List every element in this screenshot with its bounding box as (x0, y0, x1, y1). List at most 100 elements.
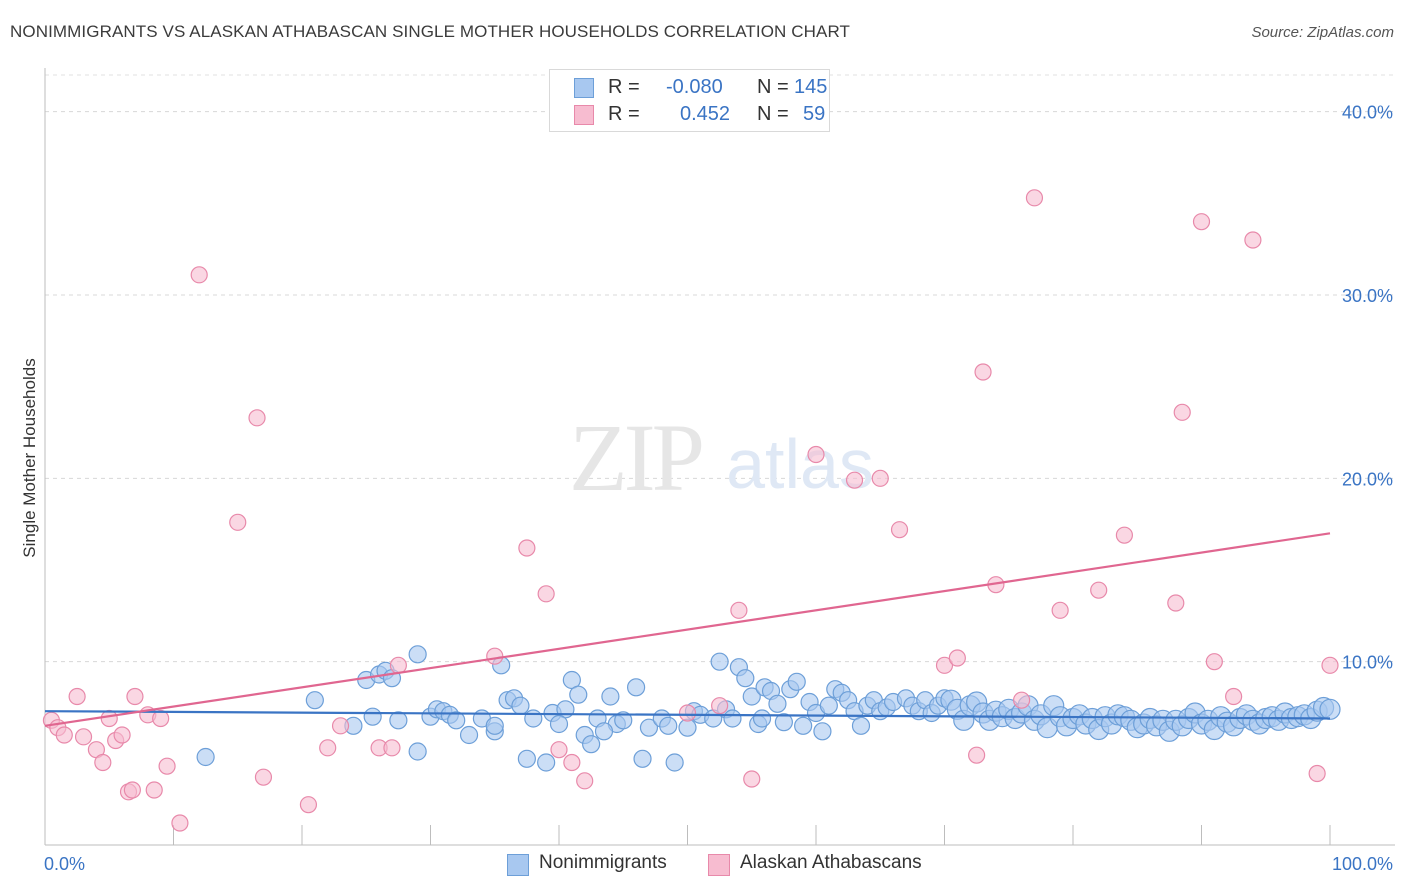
alaskan-athabascans-point (968, 746, 986, 764)
alaskan-athabascans-point (563, 753, 581, 772)
bottom-legend-label: Alaskan Athabascans (740, 852, 922, 873)
nonimmigrants-point (524, 709, 543, 728)
legend-n-label: N = (757, 103, 789, 125)
alaskan-athabascans-point (1115, 526, 1134, 544)
nonimmigrants-point (794, 716, 813, 735)
nonimmigrants-point (459, 725, 479, 745)
nonimmigrants-point (665, 753, 684, 772)
watermark: ZIP atlas (569, 404, 874, 511)
alaskan-athabascans-point (537, 585, 555, 603)
nonimmigrants-point (196, 747, 215, 767)
alaskan-athabascans-point (229, 513, 247, 531)
alaskan-athabascans-point (126, 687, 144, 706)
nonimmigrants-point (582, 735, 601, 754)
nonimmigrants-point (787, 672, 806, 691)
nonimmigrants-point (537, 753, 556, 772)
alaskan-athabascans-trend-line (44, 532, 1331, 727)
alaskan-athabascans-point (190, 266, 208, 284)
nonimmigrants-point (408, 645, 427, 664)
nonimmigrants-point (678, 718, 697, 737)
nonimmigrants-point (389, 711, 408, 730)
alaskan-athabascans-point (935, 656, 954, 674)
nonimmigrants-point (447, 711, 466, 730)
legend-r-value: 0.452 (680, 103, 731, 125)
legend-r-label: R = (608, 76, 640, 98)
nonimmigrants-point (614, 711, 633, 730)
alaskan-athabascans-point (171, 814, 189, 832)
nonimmigrants-point (517, 749, 536, 768)
alaskan-athabascans-point (1173, 403, 1191, 421)
nonimmigrants-point (723, 709, 742, 728)
alaskan-athabascans-point (74, 728, 93, 746)
x-tick-label-max: 100.0% (1332, 854, 1393, 874)
nonimmigrants-point (569, 685, 588, 704)
nonimmigrants-point (851, 716, 871, 735)
alaskan-athabascans-point (730, 601, 748, 619)
alaskan-athabascans-point (1308, 764, 1326, 783)
legend-swatch-nonimmigrants (574, 78, 594, 98)
alaskan-athabascans-point (248, 409, 266, 427)
alaskan-athabascans-point (1012, 691, 1031, 709)
nonimmigrants-point (511, 696, 530, 715)
alaskan-athabascans-point (331, 717, 350, 735)
legend-r-label: R = (608, 103, 640, 125)
alaskan-athabascans-point (94, 753, 112, 772)
legend-swatch-alaskan-athabascans (574, 105, 594, 125)
grid-lines (45, 74, 1395, 663)
alaskan-athabascans-point (383, 739, 401, 757)
alaskan-athabascans-point (1321, 656, 1339, 674)
nonimmigrants-point (485, 716, 504, 735)
alaskan-athabascans-point (1025, 189, 1044, 207)
nonimmigrants-point (626, 678, 646, 697)
nonimmigrants-point (774, 713, 793, 732)
nonimmigrants-point (819, 696, 838, 715)
alaskan-athabascans-point (743, 770, 761, 788)
axes (44, 68, 1395, 846)
nonimmigrants-point (363, 707, 382, 726)
nonimmigrants-point (752, 709, 772, 728)
watermark-zip: ZIP (569, 404, 702, 511)
alaskan-athabascans-point (1205, 653, 1223, 671)
nonimmigrants-point (710, 652, 729, 671)
bottom-legend-swatch-nonimmigrants (507, 854, 529, 876)
y-tick-label: 40.0% (1342, 103, 1393, 123)
chart-title: NONIMMIGRANTS VS ALASKAN ATHABASCAN SING… (10, 22, 851, 41)
trend-lines (44, 532, 1331, 727)
alaskan-athabascans-point (1225, 687, 1243, 706)
y-tick-label: 30.0% (1342, 286, 1393, 306)
source-label: Source: ZipAtlas.com (1251, 24, 1394, 41)
nonimmigrants-point (742, 687, 761, 706)
y-tick-label: 20.0% (1342, 469, 1393, 489)
legend-r-value: -0.080 (666, 76, 723, 98)
alaskan-athabascans-point (807, 445, 825, 464)
alaskan-athabascans-point (113, 726, 131, 744)
alaskan-athabascans-point (152, 709, 170, 728)
y-axis-label: Single Mother Households (20, 358, 39, 558)
alaskan-athabascans-point (1244, 231, 1262, 249)
nonimmigrants-point (736, 669, 755, 688)
alaskan-athabascans-point (974, 363, 992, 381)
watermark-atlas: atlas (726, 425, 874, 503)
nonimmigrants-point (408, 742, 427, 761)
legend-n-label: N = (757, 76, 789, 98)
alaskan-athabascans-point (1167, 594, 1185, 612)
nonimmigrants-point (594, 722, 614, 741)
bottom-legend-label: Nonimmigrants (539, 852, 667, 873)
bottom-legend-swatch-alaskan-athabascans (708, 854, 730, 876)
alaskan-athabascans-point (123, 781, 141, 799)
alaskan-athabascans-point (319, 739, 337, 757)
alaskan-athabascans-point (845, 471, 864, 489)
alaskan-athabascans-point (389, 656, 407, 674)
nonimmigrants-point (768, 694, 787, 713)
alaskan-athabascans-point (299, 796, 318, 814)
alaskan-athabascans-point (68, 687, 86, 706)
legend-n-value: 145 (794, 76, 828, 98)
alaskan-athabascans-point (145, 781, 163, 799)
tick-labels: 10.0% 20.0% 30.0% 40.0% 0.0% 100.0% (44, 103, 1393, 874)
data-points (42, 189, 1341, 832)
nonimmigrants-point (601, 687, 620, 706)
alaskan-athabascans-point (1090, 581, 1108, 599)
nonimmigrants-point (633, 749, 652, 768)
nonimmigrants-point (639, 718, 659, 737)
